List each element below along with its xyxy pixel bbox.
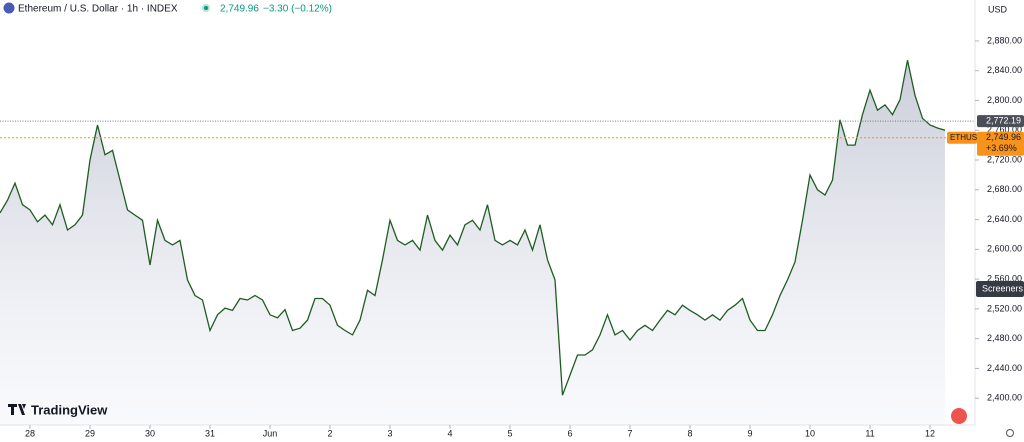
screeners-label[interactable]: Screeners xyxy=(982,283,1024,293)
x-tick-label: 9 xyxy=(747,428,752,438)
x-tick-label: 30 xyxy=(145,428,155,438)
status-dot xyxy=(204,6,208,10)
y-tick-label: 2,720.00 xyxy=(987,154,1022,164)
price-tag-label: 2,749.96 xyxy=(986,132,1021,142)
x-tick-label: 28 xyxy=(25,428,35,438)
price-tag xyxy=(977,131,1024,156)
settings-icon[interactable] xyxy=(1006,429,1014,437)
price-tag-label: 2,772.19 xyxy=(986,116,1021,126)
y-axis: 2,400.00 2,440.00 2,480.00 2,520.00 2,560.00… xyxy=(947,35,1024,403)
x-tick-label: 29 xyxy=(85,428,95,438)
flag-icon[interactable] xyxy=(951,408,967,424)
x-tick-label: Jun xyxy=(263,428,278,438)
x-tick-label: 4 xyxy=(447,428,452,438)
symbol-tag xyxy=(947,131,977,144)
chart-title: Ethereum / U.S. Dollar · 1h · INDEX xyxy=(18,4,178,15)
y-tick-label: 2,480.00 xyxy=(987,333,1022,343)
x-tick-label: 10 xyxy=(805,428,815,438)
x-tick-label: 12 xyxy=(925,428,935,438)
x-tick-label: 7 xyxy=(627,428,632,438)
y-tick-label: 2,840.00 xyxy=(987,65,1022,75)
y-tick-label: 2,600.00 xyxy=(987,244,1022,254)
y-tick-label: 2,560.00 xyxy=(987,273,1022,283)
area-fill xyxy=(0,60,945,426)
x-tick-label: 11 xyxy=(865,428,874,438)
y-tick-label: 2,680.00 xyxy=(987,184,1022,194)
y-tick-label: 2,440.00 xyxy=(987,363,1022,373)
y-tick-label: 2,520.00 xyxy=(987,303,1022,313)
y-tick-label: 2,640.00 xyxy=(987,214,1022,224)
last-price: 2,749.96 xyxy=(220,4,259,15)
change-pct-label: +3.69% xyxy=(986,143,1017,153)
x-tick-label: 2 xyxy=(327,428,332,438)
tv-logo xyxy=(8,404,26,415)
eth-icon xyxy=(3,2,15,14)
plot-area xyxy=(0,60,975,426)
y-axis-panel xyxy=(975,0,1024,442)
x-tick-label: 31 xyxy=(205,428,215,438)
x-axis: 28 29 30 31 Jun 2 3 4 5 6 7 8 9 10 11 12 xyxy=(25,425,935,438)
price-change: −3.30 (−0.12%) xyxy=(263,4,332,15)
x-tick-label: 6 xyxy=(567,428,572,438)
currency[interactable]: USD xyxy=(988,4,1008,14)
screeners-button[interactable] xyxy=(976,281,1024,297)
y-tick-label: 2,400.00 xyxy=(987,393,1022,403)
y-tick-label: 2,800.00 xyxy=(987,95,1022,105)
price-line xyxy=(0,60,946,396)
y-tick-label: 2,760.00 xyxy=(987,125,1022,135)
x-tick-label: 3 xyxy=(387,428,392,438)
y-tick-label: 2,880.00 xyxy=(987,35,1022,45)
symbol-label: ETHUSD xyxy=(950,133,983,142)
x-tick-label: 5 xyxy=(507,428,512,438)
price-tag xyxy=(977,115,1024,128)
x-tick-label: 8 xyxy=(687,428,692,438)
brand: TradingView xyxy=(31,402,108,417)
